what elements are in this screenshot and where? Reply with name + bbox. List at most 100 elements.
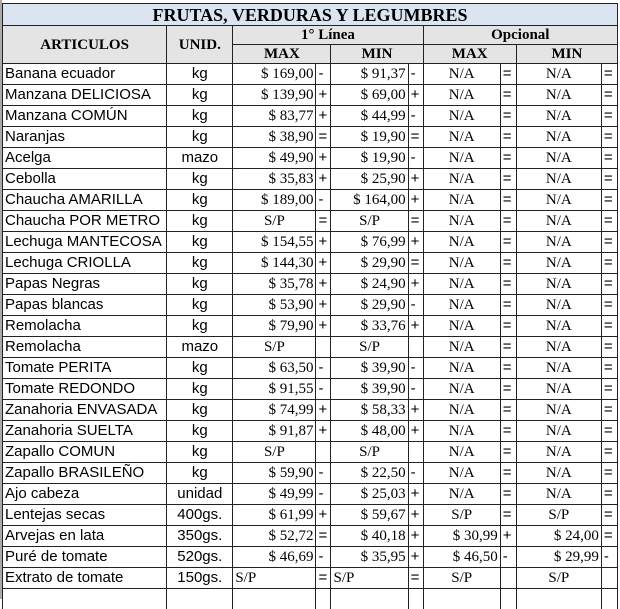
opcional-min-trend: = bbox=[601, 274, 617, 295]
article-name: Chaucha POR METRO bbox=[3, 211, 167, 232]
opcional-max-trend: = bbox=[500, 400, 516, 421]
linea-min-trend: + bbox=[408, 421, 423, 442]
linea-min: $ 44,99 bbox=[331, 106, 408, 127]
opcional-max-trend: = bbox=[500, 232, 516, 253]
opcional-min-trend: = bbox=[601, 400, 617, 421]
linea-max: $ 91,87 bbox=[233, 421, 316, 442]
linea-max: $ 74,99 bbox=[233, 400, 316, 421]
opcional-max: N/A bbox=[423, 106, 500, 127]
header-articulos: ARTICULOS bbox=[3, 26, 167, 64]
linea-min-trend: = bbox=[408, 211, 423, 232]
opcional-min: N/A bbox=[516, 274, 601, 295]
opcional-max-trend: = bbox=[500, 106, 516, 127]
linea-max: $ 49,90 bbox=[233, 148, 316, 169]
linea-min: $ 91,37 bbox=[331, 64, 408, 85]
opcional-min-trend: = bbox=[601, 358, 617, 379]
header-opcional-max: MAX bbox=[423, 45, 516, 64]
linea-max: $ 61,99 bbox=[233, 505, 316, 526]
article-name: Papas Negras bbox=[3, 274, 167, 295]
linea-max-trend: = bbox=[316, 127, 331, 148]
linea-min: $ 58,33 bbox=[331, 400, 408, 421]
linea-min-trend: + bbox=[408, 274, 423, 295]
linea-max: $ 53,90 bbox=[233, 295, 316, 316]
unit: kg bbox=[167, 442, 233, 463]
opcional-max: N/A bbox=[423, 127, 500, 148]
opcional-min-trend: = bbox=[601, 484, 617, 505]
linea-max-trend: = bbox=[316, 526, 331, 547]
linea-max-trend: - bbox=[316, 547, 331, 568]
header-linea-max: MAX bbox=[233, 45, 331, 64]
article-name: Lechuga CRIOLLA bbox=[3, 253, 167, 274]
linea-min-trend: - bbox=[408, 379, 423, 400]
linea-min-trend: + bbox=[408, 526, 423, 547]
linea-min: $ 59,67 bbox=[331, 505, 408, 526]
opcional-max: N/A bbox=[423, 211, 500, 232]
linea-max: $ 189,00 bbox=[233, 190, 316, 211]
linea-min: $ 35,95 bbox=[331, 547, 408, 568]
linea-min: $ 22,50 bbox=[331, 463, 408, 484]
opcional-max: N/A bbox=[423, 358, 500, 379]
unit: kg bbox=[167, 253, 233, 274]
opcional-max-trend: = bbox=[500, 463, 516, 484]
linea-max: $ 52,72 bbox=[233, 526, 316, 547]
article-name: Remolacha bbox=[3, 337, 167, 358]
linea-min-trend: + bbox=[408, 190, 423, 211]
unit: kg bbox=[167, 211, 233, 232]
opcional-min: N/A bbox=[516, 253, 601, 274]
linea-min: $ 25,03 bbox=[331, 484, 408, 505]
linea-max: S/P bbox=[233, 211, 316, 232]
opcional-max-trend: = bbox=[500, 316, 516, 337]
unit: kg bbox=[167, 421, 233, 442]
opcional-min: N/A bbox=[516, 379, 601, 400]
opcional-max-trend: = bbox=[500, 295, 516, 316]
linea-min-trend: + bbox=[408, 85, 423, 106]
opcional-min: N/A bbox=[516, 64, 601, 85]
linea-min: $ 24,90 bbox=[331, 274, 408, 295]
linea-max: $ 169,00 bbox=[233, 64, 316, 85]
opcional-min: $ 24,00 bbox=[516, 526, 601, 547]
opcional-max: N/A bbox=[423, 295, 500, 316]
unit: kg bbox=[167, 358, 233, 379]
opcional-min: N/A bbox=[516, 442, 601, 463]
opcional-min-trend: = bbox=[601, 526, 617, 547]
opcional-max: S/P bbox=[423, 568, 500, 589]
linea-min-trend: + bbox=[408, 232, 423, 253]
opcional-max: N/A bbox=[423, 274, 500, 295]
linea-min-trend: + bbox=[408, 400, 423, 421]
opcional-max-trend: = bbox=[500, 379, 516, 400]
unit: 150gs. bbox=[167, 568, 233, 589]
article-name: Extrato de tomate bbox=[3, 568, 167, 589]
linea-min: $ 164,00 bbox=[331, 190, 408, 211]
linea-min: $ 48,00 bbox=[331, 421, 408, 442]
linea-min: $ 69,00 bbox=[331, 85, 408, 106]
opcional-min-trend: = bbox=[601, 316, 617, 337]
linea-max-trend: = bbox=[316, 568, 331, 589]
article-name: Papas blancas bbox=[3, 295, 167, 316]
linea-min-trend: + bbox=[408, 316, 423, 337]
linea-max-trend: - bbox=[316, 484, 331, 505]
linea-max: $ 144,30 bbox=[233, 253, 316, 274]
linea-max: $ 79,90 bbox=[233, 316, 316, 337]
opcional-min-trend: = bbox=[601, 85, 617, 106]
opcional-max-trend: = bbox=[500, 337, 516, 358]
opcional-max: N/A bbox=[423, 64, 500, 85]
linea-min-trend: - bbox=[408, 463, 423, 484]
opcional-max-trend bbox=[500, 568, 516, 589]
linea-max: S/P bbox=[233, 442, 316, 463]
opcional-max: N/A bbox=[423, 463, 500, 484]
linea-min: $ 40,18 bbox=[331, 526, 408, 547]
linea-min-trend: - bbox=[408, 358, 423, 379]
opcional-max-trend: = bbox=[500, 148, 516, 169]
linea-max-trend: + bbox=[316, 106, 331, 127]
linea-min-trend: - bbox=[408, 64, 423, 85]
unit: kg bbox=[167, 127, 233, 148]
article-name: Chaucha AMARILLA bbox=[3, 190, 167, 211]
